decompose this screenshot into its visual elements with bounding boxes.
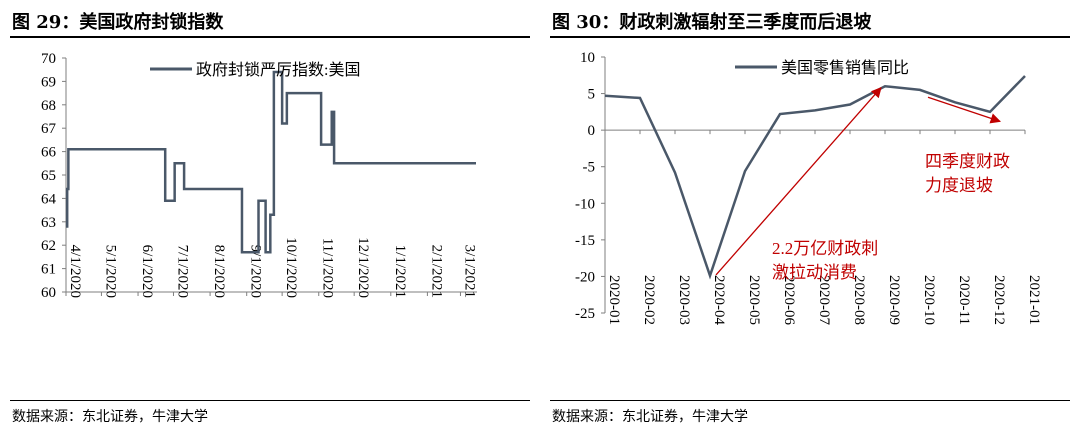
- x-tick-label: 12/1/2020: [355, 237, 371, 298]
- right-title-rule: [550, 36, 1070, 38]
- x-tick-label: 2020-03: [676, 275, 692, 325]
- series-line-lockdown-index: [65, 70, 476, 254]
- x-tick-label: 3/1/2021: [461, 245, 477, 298]
- x-tick-label: 9/1/2020: [248, 245, 264, 298]
- annotation-text: 2.2万亿财政刺: [772, 239, 878, 258]
- y-tick-label: 70: [41, 51, 56, 67]
- legend-label: 美国零售销售同比: [781, 59, 909, 77]
- y-tick-label: 69: [41, 74, 56, 90]
- x-tick-label: 8/1/2020: [211, 245, 227, 298]
- right-figure-panel: 图 30：财政刺激辐射至三季度而后退坡 -25 -20 -15 -10 -5 0 5 10 20…: [540, 0, 1080, 435]
- right-source-rule: [550, 400, 1070, 401]
- x-tick-label: 5/1/2020: [102, 245, 118, 298]
- x-tick-label: 2020-05: [746, 275, 762, 325]
- y-tick-label: -20: [575, 269, 595, 285]
- x-tick-label: 1/1/2021: [392, 245, 408, 298]
- x-tick-label: 2020-04: [711, 275, 727, 325]
- annotation-arrow: [927, 96, 1001, 124]
- y-tick-label: 64: [41, 191, 57, 207]
- y-tick-label: 66: [41, 145, 57, 161]
- y-tick-label: 65: [41, 168, 56, 184]
- annotation-arrow: [715, 86, 882, 276]
- lockdown-index-chart: 60 61 62 63 64 65 66 67 68 69 70 4/1/2020 5/1/2020 6/…: [41, 51, 477, 301]
- annotation-text: 激拉动消费: [772, 263, 857, 282]
- left-figure-source: 数据来源：东北证券，牛津大学: [12, 409, 208, 425]
- left-figure-title: 图 29：美国政府封锁指数: [12, 12, 224, 33]
- x-tick-label: 2020-10: [921, 275, 937, 325]
- annotation-text: 力度退坡: [925, 176, 993, 195]
- right-figure-source: 数据来源：东北证券，牛津大学: [552, 409, 748, 425]
- x-tick-label: 4/1/2020: [67, 245, 83, 298]
- y-tick-label: -25: [575, 306, 595, 322]
- y-tick-label: -5: [583, 160, 596, 176]
- x-tick-label: 2020-09: [886, 275, 902, 325]
- x-tick-label: 2020-01: [606, 275, 622, 325]
- y-tick-label: -10: [575, 196, 595, 212]
- y-tick-label: -15: [575, 233, 595, 249]
- left-source-rule: [10, 400, 530, 401]
- legend-label: 政府封锁严厉指数:美国: [196, 61, 360, 79]
- retail-sales-chart: -25 -20 -15 -10 -5 0 5 10 2020-01 2020-02 2020-03 2…: [575, 50, 1042, 325]
- x-tick-label: 2020-07: [816, 275, 832, 325]
- left-figure-panel: 图 29：美国政府封锁指数 60 61 62 63 64 65 66 67 68 69 70 4/1/…: [10, 12, 530, 425]
- y-tick-label: 61: [41, 262, 56, 278]
- x-tick-label: 11/1/2020: [320, 238, 336, 298]
- y-tick-label: 68: [41, 98, 56, 114]
- x-tick-label: 2/1/2021: [428, 245, 444, 298]
- y-tick-label: 10: [580, 50, 595, 66]
- y-tick-label: 5: [588, 87, 596, 103]
- y-tick-label: 60: [41, 285, 56, 301]
- y-tick-label: 0: [588, 123, 596, 139]
- x-tick-label: 2021-01: [1026, 275, 1042, 325]
- y-tick-label: 67: [41, 121, 57, 137]
- x-tick-label: 2020-11: [956, 276, 972, 325]
- x-tick-label: 2020-12: [991, 275, 1007, 325]
- x-tick-label: 2020-08: [851, 275, 867, 325]
- x-tick-label: 2020-02: [641, 275, 657, 325]
- series-line-retail-sales: [604, 75, 1026, 280]
- x-tick-label: 7/1/2020: [174, 245, 190, 298]
- left-title-rule: [10, 36, 530, 38]
- x-tick-label: 2020-06: [781, 275, 797, 325]
- x-tick-label: 10/1/2020: [283, 237, 299, 298]
- y-tick-label: 62: [41, 238, 56, 254]
- annotation-text: 四季度财政: [925, 152, 1010, 171]
- right-figure-title: 图 30：财政刺激辐射至三季度而后退坡: [552, 12, 872, 33]
- y-tick-label: 63: [41, 215, 56, 231]
- x-tick-label: 6/1/2020: [139, 245, 155, 298]
